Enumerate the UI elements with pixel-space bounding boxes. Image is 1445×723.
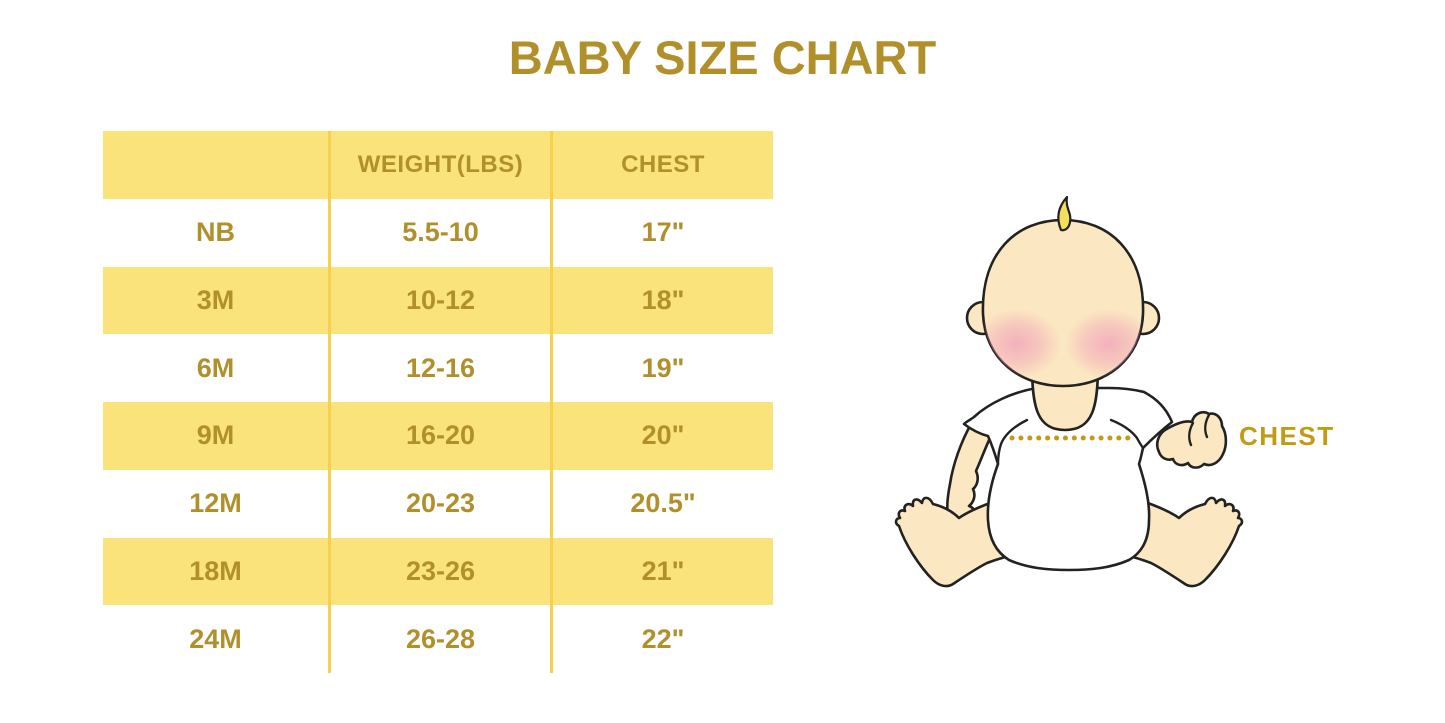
weight-cell: 20-23 [328,469,550,538]
chest-cell: 20" [550,402,773,470]
size-cell: 3M [196,284,235,315]
chest-label: CHEST [1239,421,1335,451]
table-row-18m: 18M 23-26 21" [103,537,773,606]
chest-cell: 22" [550,605,773,673]
weight-cell: 12-16 [328,334,550,402]
chest-cell: 21" [550,537,773,606]
size-cell: 6M [196,352,235,383]
baby-illustration [894,195,1244,588]
size-cell: 18M [189,555,242,586]
baby-shirt [962,386,1174,572]
weight-cell: 16-20 [328,402,550,470]
size-cell: NB [196,217,235,248]
size-cell: 12M [189,488,242,519]
baby-left-cheek [982,309,1061,379]
page-title: BABY SIZE CHART [508,31,937,84]
header-weight: WEIGHT(LBS) [328,131,550,199]
baby-right-fist [1155,410,1228,469]
weight-cell: 10-12 [328,266,550,335]
chest-cell: 20.5" [550,469,773,538]
size-table: WEIGHT(LBS) CHEST NB 5.5-10 17" 3M 10-12… [103,131,773,673]
table-row-12m: 12M 20-23 20.5" [103,469,773,538]
size-cell: 9M [196,420,235,451]
baby-right-cheek [1065,309,1144,379]
table-row-3m: 3M 10-12 18" [103,266,773,335]
table-row-24m: 24M 26-28 22" [103,605,773,673]
shirt-right-armpit-line [1109,418,1145,450]
weight-cell: 23-26 [328,537,550,606]
chest-cell: 19" [550,334,773,402]
header-size-blank [103,131,328,199]
shirt-left-armpit-line [996,418,1029,466]
chest-cell: 18" [550,266,773,335]
weight-cell: 26-28 [328,605,550,673]
size-cell: 24M [189,623,242,654]
header-chest: CHEST [550,131,773,199]
chest-cell: 17" [550,198,773,267]
baby-left-arm [946,422,993,531]
table-row-9m: 9M 16-20 20" [103,402,773,470]
table-row-6m: 6M 12-16 19" [103,334,773,402]
table-row-nb: NB 5.5-10 17" [103,198,773,267]
table-header-row: WEIGHT(LBS) CHEST [103,131,773,199]
weight-cell: 5.5-10 [328,198,550,267]
fist-knuckle-lines [1188,413,1211,447]
baby-hair-curl [1057,195,1072,232]
